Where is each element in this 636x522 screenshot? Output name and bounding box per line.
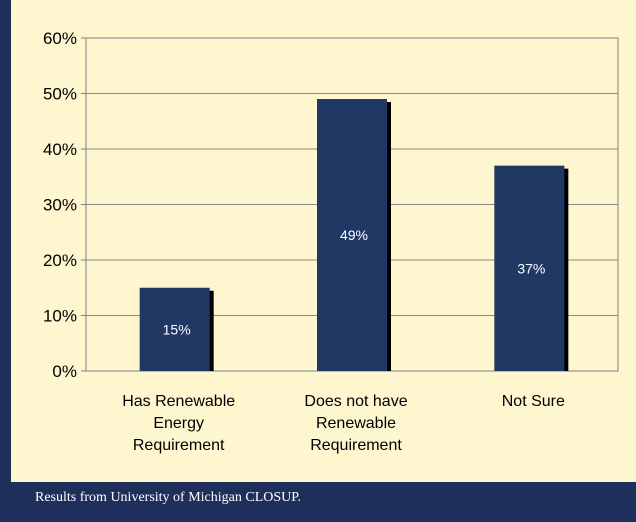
x-category-label: Has Renewable Energy Requirement — [122, 393, 235, 454]
x-category-line: Requirement — [133, 437, 225, 454]
x-category-line: Energy — [153, 415, 204, 432]
bars: 15% 49% 37% — [139, 99, 569, 372]
x-category-line: Requirement — [310, 437, 402, 454]
x-category-line: Renewable — [316, 415, 396, 432]
y-tick-label: 10% — [43, 307, 77, 326]
y-tick-label: 0% — [52, 362, 77, 381]
bar-data-label: 15% — [163, 321, 191, 337]
bar-data-label: 37% — [517, 260, 545, 276]
bar — [494, 165, 565, 371]
x-category-label: Not Sure — [502, 393, 565, 410]
source-caption: Results from University of Michigan CLOS… — [35, 490, 301, 505]
y-tick-label: 20% — [43, 251, 77, 270]
bar-data-label: 49% — [340, 227, 368, 243]
bar-chart: 0% 10% 20% 30% 40% 50% 60% 15% 49% 37% Has Renew… — [43, 29, 619, 454]
y-tick-label: 50% — [43, 85, 77, 104]
bar — [139, 287, 210, 371]
x-category-line: Has Renewable — [122, 393, 235, 410]
x-category-line: Not Sure — [502, 393, 565, 410]
y-tick-label: 30% — [43, 196, 77, 215]
x-category-line: Does not have — [304, 393, 407, 410]
bar — [317, 99, 387, 372]
y-tick-label: 40% — [43, 140, 77, 159]
y-axis-ticks: 0% 10% 20% 30% 40% 50% 60% — [43, 29, 86, 381]
y-tick-label: 60% — [43, 29, 77, 48]
x-category-label: Does not have Renewable Requirement — [304, 393, 407, 454]
